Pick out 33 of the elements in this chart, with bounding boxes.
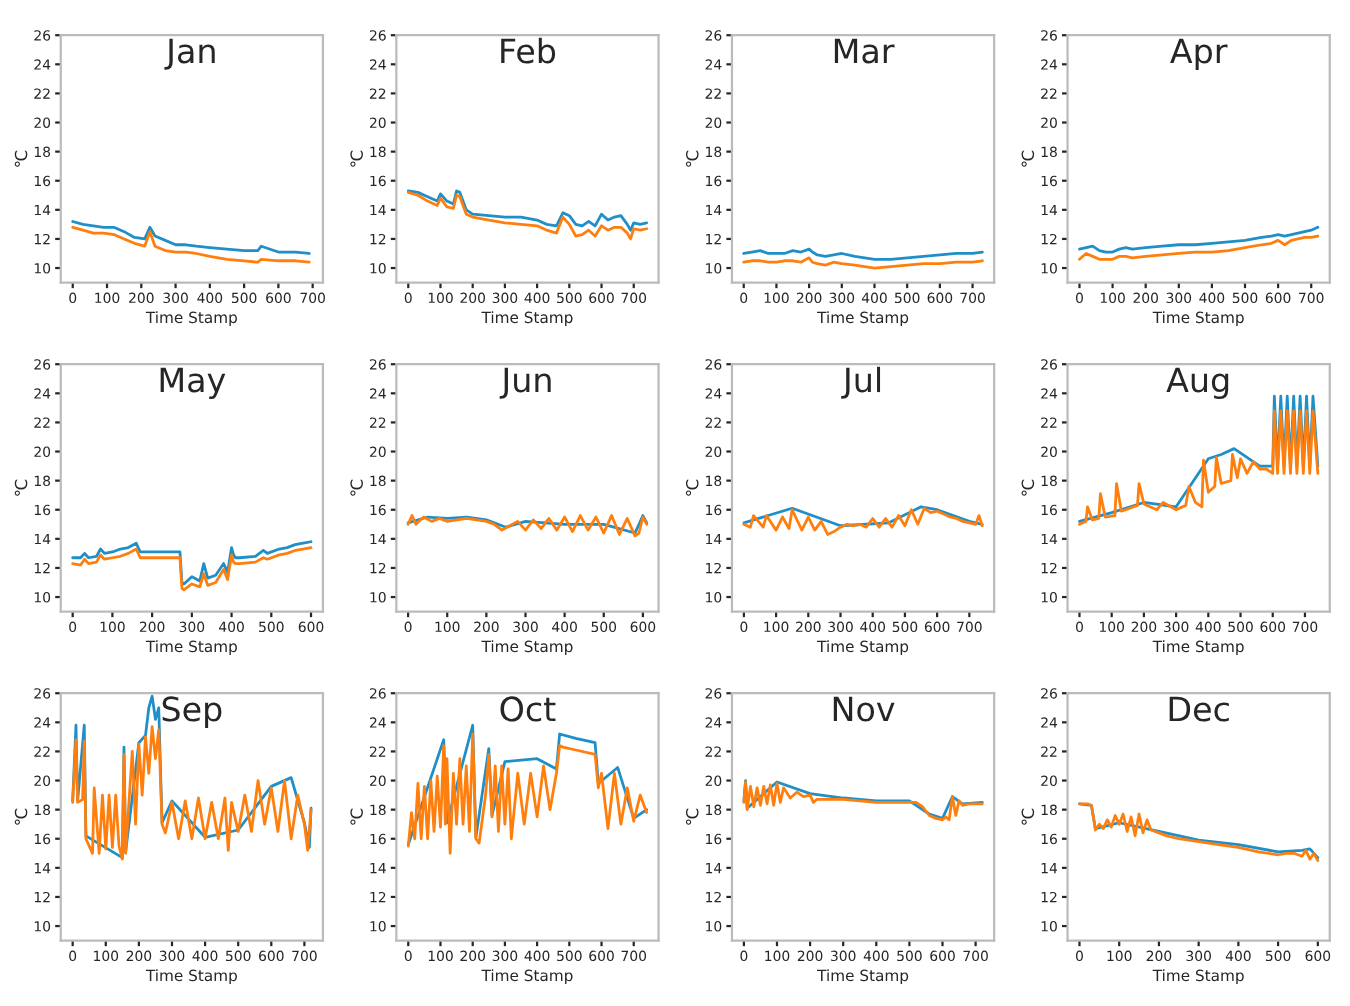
y-axis-title: ℃ <box>350 808 363 825</box>
y-axis-title: ℃ <box>1021 150 1035 167</box>
y-axis-title: ℃ <box>1021 808 1035 825</box>
chart-title: Mar <box>834 38 895 64</box>
chart-title: Oct <box>500 696 556 722</box>
y-axis-title: ℃ <box>685 150 699 167</box>
line-series <box>742 506 984 536</box>
y-axis-title: ℃ <box>1021 479 1035 496</box>
line-series <box>1078 225 1320 254</box>
y-axis-title: ℃ <box>350 479 363 496</box>
chart-title: Jul <box>841 366 881 399</box>
line-series <box>406 190 649 241</box>
y-axis-title: ℃ <box>14 808 28 825</box>
y-axis-title: ℃ <box>14 150 28 167</box>
y-axis-title: ℃ <box>685 479 699 496</box>
line-series <box>71 225 311 264</box>
chart-title: Apr <box>1170 38 1228 70</box>
y-axis-title: ℃ <box>350 150 363 167</box>
chart-title: Nov <box>833 696 895 722</box>
line-series <box>71 725 313 861</box>
line-series <box>406 189 649 232</box>
chart-title: Dec <box>1169 696 1229 722</box>
chart-title: Aug <box>1166 367 1229 400</box>
chart-title: Jun <box>499 367 551 399</box>
chart-title: Sep <box>162 696 222 729</box>
line-series <box>71 220 311 255</box>
chart-title: Jan <box>164 38 215 70</box>
y-axis-title: ℃ <box>685 808 699 825</box>
chart-title: May <box>160 367 226 400</box>
line-series <box>1078 234 1320 261</box>
y-axis-title: ℃ <box>14 479 28 496</box>
line-series <box>742 505 984 528</box>
chart-title: Feb <box>501 37 556 64</box>
